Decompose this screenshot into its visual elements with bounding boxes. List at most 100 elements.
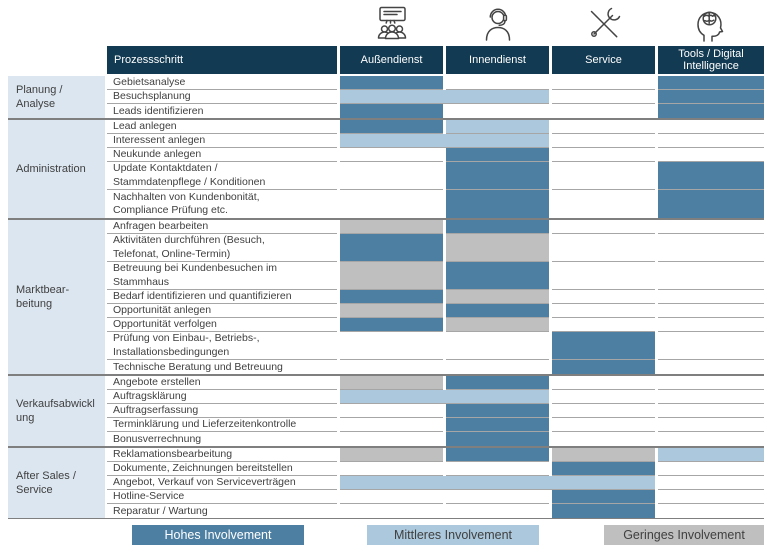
involvement-cell-empty [446,504,549,518]
process-row: Bonusverrechnung [107,432,764,446]
process-step-label: Dokumente, Zeichnungen bereitstellen [107,462,337,476]
involvement-cell-empty [658,490,764,504]
involvement-cell-empty [446,462,549,476]
process-row: Opportunität anlegen [107,304,764,318]
group-label: Planung / Analyse [8,76,105,118]
process-row: Update Kontaktdaten / Stammdatenpflege /… [107,162,764,190]
involvement-cell-empty [552,162,655,190]
involvement-cell-mittel [443,390,549,404]
involvement-cell-hoch [446,148,549,162]
process-row: Angebote erstellen [107,376,764,390]
process-group: Planung / Analyse Gebietsanalyse Besuchspl… [8,76,764,118]
involvement-cell-empty [552,220,655,234]
involvement-cell-empty [552,234,655,262]
involvement-cell-empty [658,504,764,518]
involvement-cell-hoch [340,76,443,90]
involvement-cell-empty [340,490,443,504]
process-step-label: Gebietsanalyse [107,76,337,90]
involvement-cell-empty [446,490,549,504]
involvement-cell-empty [658,262,764,290]
icons-row-label-spacer [107,2,337,46]
process-step-label: Neukunde anlegen [107,148,337,162]
process-row: Leads identifizieren [107,104,764,118]
involvement-cell-empty [552,304,655,318]
involvement-cell-hoch [446,190,549,218]
involvement-cell-empty [446,332,549,360]
involvement-cell-empty [658,304,764,318]
involvement-cell-empty [340,190,443,218]
involvement-cell-gering [446,318,549,332]
involvement-cell-gering [446,234,549,262]
involvement-cell-mittel [340,390,443,404]
process-row: Reklamationsbearbeitung [107,448,764,462]
process-row: Hotline-Service [107,490,764,504]
process-row: Angebot, Verkauf von Serviceverträgen [107,476,764,490]
involvement-cell-empty [552,318,655,332]
involvement-cell-empty [658,462,764,476]
involvement-cell-hoch [446,376,549,390]
brain-head-icon [658,2,764,46]
process-row: Interessent anlegen [107,134,764,148]
involvement-cell-hoch [552,504,655,518]
involvement-cell-empty [552,432,655,446]
process-step-label: Angebot, Verkauf von Serviceverträgen [107,476,337,490]
process-group: Verkaufsabwickl ung Angebote erstellen Auf… [8,374,764,446]
process-step-label: Angebote erstellen [107,376,337,390]
involvement-cell-empty [552,418,655,432]
involvement-cell-empty [658,234,764,262]
involvement-cell-hoch [552,360,655,374]
involvement-cell-empty [340,404,443,418]
legend-hohes-involvement: Hohes Involvement [132,525,304,545]
involvement-cell-hoch [446,220,549,234]
involvement-cell-empty [658,418,764,432]
involvement-cell-mittel [340,476,443,490]
process-step-label: Betreuung bei Kundenbesuchen im Stammhau… [107,262,337,290]
legend-mittleres-involvement: Mittleres Involvement [367,525,539,545]
involvement-cell-empty [658,220,764,234]
involvement-cell-empty [446,104,549,118]
involvement-cell-empty [658,120,764,134]
involvement-cell-hoch [340,290,443,304]
involvement-cell-empty [552,290,655,304]
process-step-label: Nachhalten von Kundenbonität, Compliance… [113,190,260,217]
process-group: After Sales / Service Reklamationsbearbei… [8,446,764,518]
process-step-label: Bedarf identifizieren und quantifizieren [107,290,337,304]
involvement-cell-empty [658,390,764,404]
involvement-cell-empty [340,162,443,190]
process-row: Reparatur / Wartung [107,504,764,518]
involvement-cell-empty [552,134,655,148]
involvement-cell-empty [340,148,443,162]
involvement-cell-mittel [443,134,549,148]
process-step-label: Auftragserfassung [107,404,337,418]
involvement-cell-hoch [446,262,549,290]
headset-agent-icon [446,2,549,46]
involvement-cell-empty [552,90,655,104]
column-header-tools-digital-intelligence: Tools / Digital Intelligence [658,46,764,74]
process-step-label: Lead anlegen [107,120,337,134]
involvement-cell-mittel [446,120,549,134]
involvement-cell-empty [552,104,655,118]
involvement-cell-empty [658,332,764,360]
involvement-cell-hoch [658,104,764,118]
involvement-cell-empty [340,462,443,476]
column-header-service: Service [552,46,655,74]
group-label: Administration [8,120,105,218]
process-step-label: Technische Beratung und Betreuung [113,360,283,373]
involvement-cell-empty [552,390,655,404]
involvement-cell-hoch [446,418,549,432]
involvement-cell-empty [340,418,443,432]
process-row: Bedarf identifizieren und quantifizieren [107,290,764,304]
involvement-cell-empty [552,148,655,162]
process-step-label: Leads identifizieren [113,104,204,117]
involvement-cell-hoch [446,162,549,190]
involvement-cell-empty [552,262,655,290]
matrix-body: Planung / Analyse Gebietsanalyse Besuchspl… [8,76,764,519]
column-header-aussendienst: Außendienst [340,46,443,74]
involvement-cell-empty [552,376,655,390]
presentation-team-icon [340,2,443,46]
involvement-cell-hoch [658,90,764,104]
involvement-cell-gering [446,290,549,304]
icons-row-spacer [8,2,107,46]
legend-geringes-involvement: Geringes Involvement [604,525,764,545]
